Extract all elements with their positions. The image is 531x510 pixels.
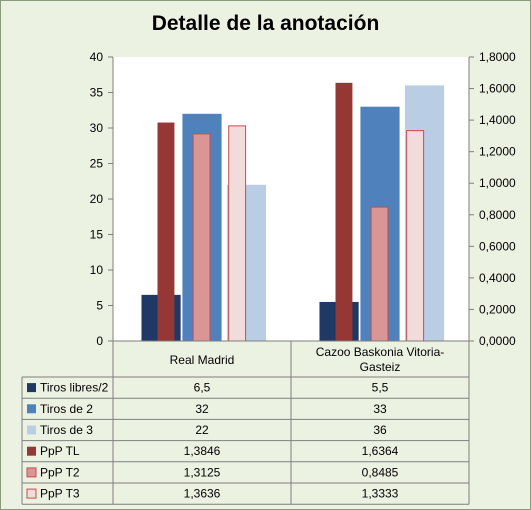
y-left-tick-label: 25 xyxy=(90,157,104,171)
data-label: 0,8485 xyxy=(362,465,399,479)
bar-ppp-t3-2 xyxy=(406,130,425,342)
series-name: Tiros de 2 xyxy=(40,402,93,416)
series-name: PpP T2 xyxy=(40,465,80,479)
legend-key xyxy=(27,446,36,456)
data-label: 32 xyxy=(195,402,209,416)
bar-ppp-tl-2 xyxy=(335,82,353,342)
y-right-tick-label: 0,6000 xyxy=(479,239,516,253)
category-label: Cazoo Baskonia Vitoria- xyxy=(316,345,445,359)
data-label: 33 xyxy=(373,402,387,416)
y-right-tick-label: 1,6000 xyxy=(479,82,516,96)
y-right-tick-label: 0,0000 xyxy=(479,334,516,348)
y-right-tick-label: 1,0000 xyxy=(479,176,516,190)
y-right-tick-label: 0,8000 xyxy=(479,208,516,222)
y-left-tick-label: 5 xyxy=(96,299,103,313)
series-name: Tiros de 3 xyxy=(40,423,93,437)
data-label: 36 xyxy=(373,423,387,437)
data-label: 22 xyxy=(195,423,209,437)
legend-key xyxy=(27,425,36,435)
bar-ppp-tl-1 xyxy=(157,122,175,341)
bar-ppp-t3-1 xyxy=(228,125,247,342)
y-right-tick-label: 1,2000 xyxy=(479,145,516,159)
series-name: Tiros libres/2 xyxy=(40,381,109,395)
y-left-tick-label: 35 xyxy=(90,86,104,100)
series-name: PpP TL xyxy=(40,444,80,458)
chart-title: Detalle de la anotación xyxy=(151,12,380,35)
y-right-tick-label: 0,2000 xyxy=(479,302,516,316)
legend-key xyxy=(27,404,36,414)
y-left-tick-label: 0 xyxy=(96,334,103,348)
bar-ppp-t2-1 xyxy=(192,133,211,342)
y-left-tick-label: 20 xyxy=(90,192,104,206)
legend-key xyxy=(27,383,36,393)
y-left-tick-label: 40 xyxy=(90,50,104,64)
category-label: Real Madrid xyxy=(170,353,235,367)
y-right-tick-label: 1,8000 xyxy=(479,50,516,64)
y-right-tick-label: 1,4000 xyxy=(479,113,516,127)
data-label: 5,5 xyxy=(372,381,389,395)
legend-key xyxy=(26,488,37,499)
data-label: 6,5 xyxy=(194,381,211,395)
data-label: 1,3333 xyxy=(362,487,399,501)
data-label: 1,3125 xyxy=(184,465,221,479)
bar-ppp-t2-2 xyxy=(370,206,389,342)
y-left-tick-label: 10 xyxy=(90,263,104,277)
y-right-tick-label: 0,4000 xyxy=(479,271,516,285)
data-label: 1,3846 xyxy=(184,444,221,458)
legend-key xyxy=(26,467,37,478)
series-name: PpP T3 xyxy=(40,487,80,501)
y-left-tick-label: 30 xyxy=(90,121,104,135)
data-label: 1,3636 xyxy=(184,487,221,501)
category-label: Gasteiz xyxy=(360,360,401,374)
y-left-tick-label: 15 xyxy=(90,228,104,242)
data-label: 1,6364 xyxy=(362,444,399,458)
